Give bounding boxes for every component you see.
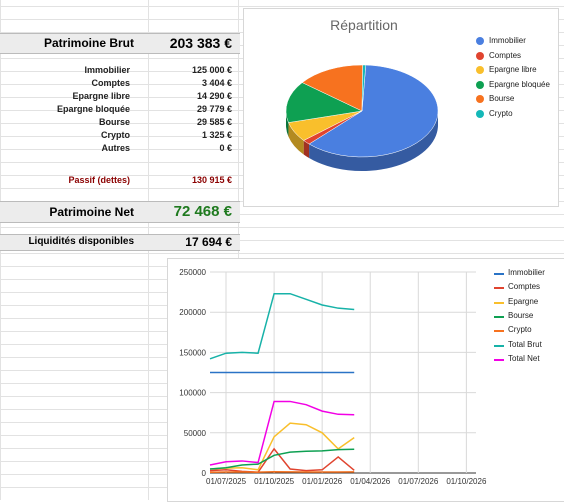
passif-value: 130 915 € <box>192 174 232 187</box>
item-value: 0 € <box>219 142 232 155</box>
series-line-total-brut <box>210 294 354 359</box>
line-legend-total-brut: Total Brut <box>508 340 542 349</box>
item-row[interactable]: Epargne bloquée 29 779 € <box>0 103 240 116</box>
pie-legend-epargne-libre: Epargne libre <box>489 65 537 74</box>
item-value: 3 404 € <box>202 77 232 90</box>
legend-swatch <box>476 37 484 45</box>
pie-legend-bourse: Bourse <box>489 94 514 103</box>
item-label: Immobilier <box>84 64 130 77</box>
item-label: Crypto <box>101 129 130 142</box>
net-value: 72 468 € <box>174 203 232 220</box>
legend-swatch <box>494 316 504 318</box>
item-row[interactable]: Bourse 29 585 € <box>0 116 240 129</box>
x-tick-label: 01/10/2026 <box>446 477 487 486</box>
item-value: 29 779 € <box>197 103 232 116</box>
legend-swatch <box>476 52 484 60</box>
legend-swatch <box>494 302 504 304</box>
item-label: Epargne libre <box>72 90 130 103</box>
liquid-row[interactable]: Liquidités disponibles 17 694 € <box>0 234 240 251</box>
item-label: Bourse <box>99 116 130 129</box>
brut-label: Patrimoine Brut <box>44 36 134 50</box>
line-legend-bourse: Bourse <box>508 311 533 320</box>
item-label: Comptes <box>91 77 130 90</box>
item-row[interactable]: Immobilier 125 000 € <box>0 64 240 77</box>
x-tick-label: 01/07/2025 <box>206 477 247 486</box>
legend-swatch <box>476 110 484 118</box>
pie-legend-crypto: Crypto <box>489 109 513 118</box>
passif-row[interactable]: Passif (dettes) 130 915 € <box>0 174 240 187</box>
item-label: Autres <box>101 142 130 155</box>
pie-legend-immobilier: Immobilier <box>489 36 526 45</box>
y-tick-label: 100000 <box>179 389 206 398</box>
item-value: 14 290 € <box>197 90 232 103</box>
brut-row[interactable]: Patrimoine Brut 203 383 € <box>0 33 240 54</box>
line-legend-total-net: Total Net <box>508 354 540 363</box>
brut-value: 203 383 € <box>170 35 232 51</box>
passif-label: Passif (dettes) <box>68 174 130 187</box>
legend-swatch <box>476 66 484 74</box>
liquid-value: 17 694 € <box>185 235 232 249</box>
x-tick-label: 01/01/2026 <box>302 477 343 486</box>
legend-swatch <box>494 273 504 275</box>
legend-swatch <box>494 345 504 347</box>
item-row[interactable]: Epargne libre 14 290 € <box>0 90 240 103</box>
line-legend-epargne: Epargne <box>508 297 538 306</box>
line-chart: 05000010000015000020000025000001/07/2025… <box>168 259 564 501</box>
line-legend-crypto: Crypto <box>508 325 532 334</box>
net-label: Patrimoine Net <box>49 205 134 219</box>
item-value: 125 000 € <box>192 64 232 77</box>
net-row[interactable]: Patrimoine Net 72 468 € <box>0 201 240 223</box>
item-row[interactable]: Crypto 1 325 € <box>0 129 240 142</box>
line-legend-comptes: Comptes <box>508 282 540 291</box>
legend-swatch <box>476 81 484 89</box>
item-value: 1 325 € <box>202 129 232 142</box>
item-row[interactable]: Comptes 3 404 € <box>0 77 240 90</box>
y-tick-label: 200000 <box>179 308 206 317</box>
item-value: 29 585 € <box>197 116 232 129</box>
line-legend-immobilier: Immobilier <box>508 268 545 277</box>
series-line-epargne <box>210 423 354 470</box>
liquid-label: Liquidités disponibles <box>28 236 134 247</box>
item-label: Epargne bloquée <box>57 103 130 116</box>
x-tick-label: 01/07/2026 <box>398 477 439 486</box>
pie-legend-epargne-bloquee: Epargne bloquée <box>489 80 550 89</box>
legend-swatch <box>494 330 504 332</box>
y-tick-label: 150000 <box>179 348 206 357</box>
item-row[interactable]: Autres 0 € <box>0 142 240 155</box>
y-tick-label: 250000 <box>179 268 206 277</box>
pie-legend-comptes: Comptes <box>489 51 521 60</box>
y-tick-label: 50000 <box>184 429 207 438</box>
legend-swatch <box>494 359 504 361</box>
x-tick-label: 01/10/2025 <box>254 477 295 486</box>
legend-swatch <box>494 287 504 289</box>
legend-swatch <box>476 95 484 103</box>
x-tick-label: 01/04/2026 <box>350 477 391 486</box>
